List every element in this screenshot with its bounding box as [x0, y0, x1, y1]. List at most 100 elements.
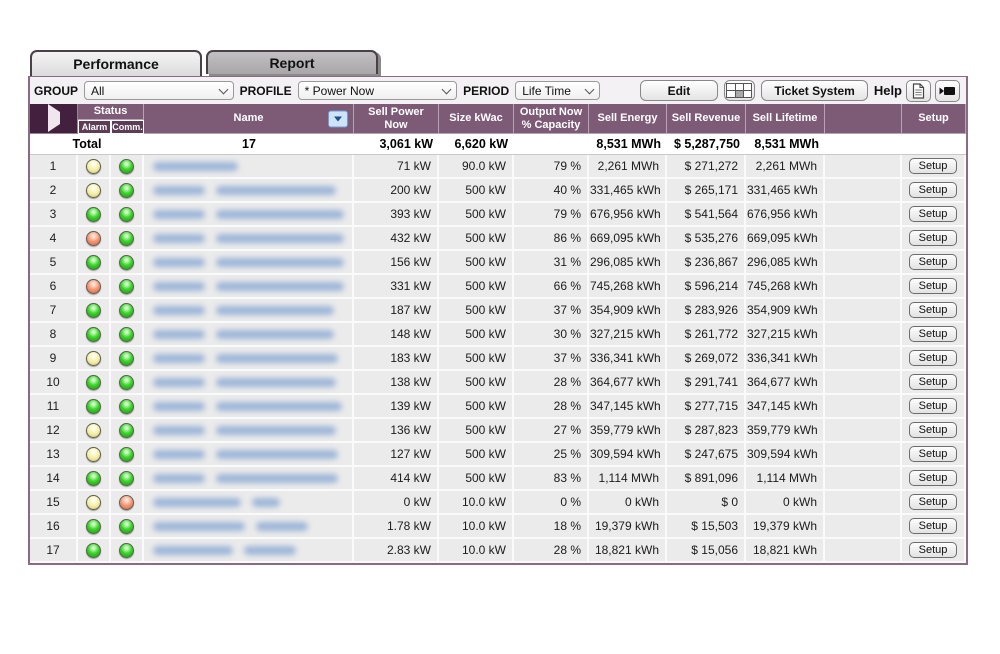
site-name-blur [153, 375, 347, 389]
site-name-cell[interactable] [144, 539, 354, 563]
sell-energy-cell: 331,465 kWh [589, 179, 667, 203]
row-number: 12 [30, 419, 78, 443]
sell-power-column-header[interactable]: Sell Power Now [354, 104, 439, 134]
sell-lifetime-cell: 309,594 kWh [746, 443, 825, 467]
sell-revenue-column-header[interactable]: Sell Revenue [667, 104, 746, 134]
sell-lifetime-column-header[interactable]: Sell Lifetime [746, 104, 825, 134]
comm-status-cell [111, 299, 144, 323]
site-name-cell[interactable] [144, 299, 354, 323]
alarm-status-light [86, 470, 101, 486]
sell-power-now-cell: 187 kW [354, 299, 439, 323]
site-name-cell[interactable] [144, 467, 354, 491]
setup-button[interactable]: Setup [908, 350, 958, 366]
size-kwac-cell: 500 kW [439, 275, 514, 299]
site-name-cell[interactable] [144, 491, 354, 515]
period-select[interactable]: Life Time [515, 81, 601, 100]
site-name-blur [153, 399, 352, 413]
profile-select[interactable]: * Power Now [297, 81, 458, 100]
tab-report[interactable]: Report [206, 50, 378, 74]
setup-button[interactable]: Setup [908, 398, 958, 414]
comm-status-cell [111, 275, 144, 299]
alarm-status-light [86, 254, 101, 270]
sell-energy-cell: 0 kWh [589, 491, 667, 515]
table-row: 9 183 kW 500 kW 37 % 336,341 kWh $ 269,0… [30, 347, 966, 371]
sell-lifetime-cell: 296,085 kWh [746, 251, 825, 275]
size-kwac-cell: 500 kW [439, 227, 514, 251]
name-column-header[interactable]: Name [144, 104, 354, 134]
setup-button[interactable]: Setup [908, 374, 958, 390]
spacer-cell [825, 395, 902, 419]
group-select[interactable]: All [84, 81, 234, 100]
grid-view-button[interactable] [723, 80, 756, 101]
setup-button[interactable]: Setup [908, 302, 958, 318]
row-marker-header [30, 104, 78, 134]
site-name-cell[interactable] [144, 275, 354, 299]
site-name-cell[interactable] [144, 323, 354, 347]
row-number: 13 [30, 443, 78, 467]
site-name-cell[interactable] [144, 203, 354, 227]
comm-status-cell [111, 515, 144, 539]
site-name-blur [153, 543, 307, 557]
output-capacity-cell: 18 % [514, 515, 589, 539]
alarm-status-light [86, 518, 101, 534]
comm-status-light [119, 206, 134, 222]
comm-status-cell [111, 347, 144, 371]
setup-button[interactable]: Setup [908, 470, 958, 486]
sell-energy-column-header[interactable]: Sell Energy [589, 104, 667, 134]
setup-cell: Setup [902, 371, 966, 395]
sell-lifetime-cell: 347,145 kWh [746, 395, 825, 419]
setup-button[interactable]: Setup [908, 494, 958, 510]
sell-revenue-cell: $ 535,276 [667, 227, 746, 251]
setup-button[interactable]: Setup [908, 158, 958, 174]
output-column-header[interactable]: Output Now % Capacity [514, 104, 589, 134]
edit-button[interactable]: Edit [640, 80, 718, 101]
setup-button[interactable]: Setup [908, 518, 958, 534]
sell-lifetime-cell: 331,465 kWh [746, 179, 825, 203]
sell-lifetime-cell: 745,268 kWh [746, 275, 825, 299]
tab-performance[interactable]: Performance [30, 50, 202, 76]
comm-status-light [119, 398, 134, 414]
name-sort-icon[interactable] [328, 110, 348, 127]
size-column-header[interactable]: Size kWac [439, 104, 514, 134]
site-name-cell[interactable] [144, 179, 354, 203]
spacer-cell [825, 491, 902, 515]
setup-button[interactable]: Setup [908, 446, 958, 462]
site-name-cell[interactable] [144, 443, 354, 467]
table-body: 1 71 kW 90.0 kW 79 % 2,261 MWh $ 271,272… [30, 155, 966, 563]
site-name-blur [153, 255, 352, 269]
sell-lifetime-cell: 359,779 kWh [746, 419, 825, 443]
setup-button[interactable]: Setup [908, 422, 958, 438]
site-name-blur [153, 495, 291, 509]
ticket-system-button[interactable]: Ticket System [761, 80, 868, 101]
alarm-status-light [86, 230, 101, 246]
site-name-cell[interactable] [144, 347, 354, 371]
toolbar: GROUP All PROFILE * Power Now PERIOD Lif… [30, 77, 966, 104]
spacer-cell [825, 323, 902, 347]
site-name-cell[interactable] [144, 515, 354, 539]
help-doc-button[interactable] [906, 79, 931, 102]
site-name-cell[interactable] [144, 155, 354, 179]
site-name-cell[interactable] [144, 419, 354, 443]
setup-button[interactable]: Setup [908, 182, 958, 198]
comm-status-light [119, 374, 134, 390]
row-number: 4 [30, 227, 78, 251]
site-name-cell[interactable] [144, 227, 354, 251]
output-capacity-cell: 27 % [514, 419, 589, 443]
setup-button[interactable]: Setup [908, 278, 958, 294]
row-number: 15 [30, 491, 78, 515]
setup-button[interactable]: Setup [908, 206, 958, 222]
help-video-button[interactable] [935, 79, 960, 102]
site-name-cell[interactable] [144, 251, 354, 275]
alarm-status-cell [78, 275, 111, 299]
setup-button[interactable]: Setup [908, 326, 958, 342]
site-name-cell[interactable] [144, 395, 354, 419]
size-kwac-cell: 500 kW [439, 299, 514, 323]
setup-column-header: Setup [902, 104, 966, 134]
sell-power-now-cell: 127 kW [354, 443, 439, 467]
sell-energy-cell: 359,779 kWh [589, 419, 667, 443]
setup-button[interactable]: Setup [908, 254, 958, 270]
content-frame: GROUP All PROFILE * Power Now PERIOD Lif… [28, 76, 968, 565]
setup-button[interactable]: Setup [908, 542, 958, 558]
site-name-cell[interactable] [144, 371, 354, 395]
setup-button[interactable]: Setup [908, 230, 958, 246]
